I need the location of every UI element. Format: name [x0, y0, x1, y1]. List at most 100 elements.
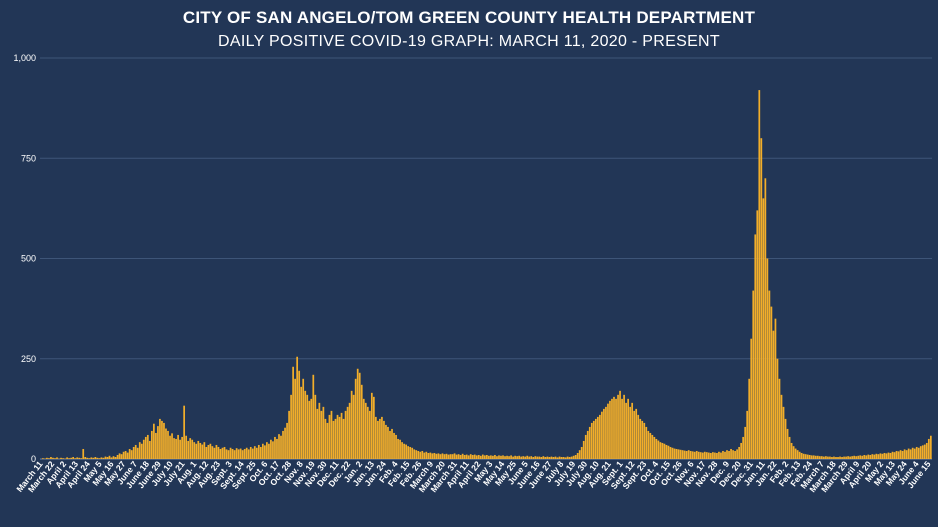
bar	[189, 438, 192, 459]
bar	[163, 422, 165, 459]
bar	[754, 234, 757, 459]
bar	[657, 440, 660, 459]
bar	[477, 454, 480, 459]
bar	[520, 456, 523, 459]
bar	[463, 454, 466, 459]
bar	[566, 456, 569, 459]
bar	[155, 432, 157, 459]
bar	[82, 448, 85, 459]
bar	[639, 418, 642, 459]
bar	[405, 444, 407, 459]
bar	[907, 448, 910, 459]
bar	[223, 446, 226, 459]
bar	[292, 366, 294, 459]
bar	[179, 439, 181, 459]
bar	[393, 432, 395, 459]
bar	[756, 210, 759, 459]
bar	[356, 368, 359, 459]
bar	[699, 452, 702, 459]
bar	[883, 452, 886, 459]
bar	[358, 372, 361, 459]
bar	[294, 378, 296, 459]
bar	[423, 452, 426, 459]
bar	[677, 449, 680, 459]
bar	[211, 446, 214, 459]
bar	[538, 456, 541, 459]
bar	[853, 455, 856, 459]
bar	[669, 446, 672, 459]
bar	[54, 458, 56, 459]
bar	[314, 394, 317, 459]
bar	[821, 456, 823, 459]
bar	[766, 258, 769, 459]
bar	[895, 450, 898, 459]
bar	[383, 420, 385, 459]
bar	[274, 436, 276, 459]
bar	[328, 414, 331, 459]
bar	[134, 444, 137, 459]
bar	[316, 408, 319, 460]
bar	[72, 457, 75, 459]
bar	[451, 454, 454, 459]
bar	[496, 456, 498, 459]
chart-title: CITY OF SAN ANGELO/TOM GREEN COUNTY HEAL…	[182, 8, 756, 27]
bar	[518, 455, 521, 459]
bar	[750, 338, 753, 459]
bar	[714, 452, 716, 459]
bar	[590, 422, 593, 459]
bar	[703, 451, 706, 459]
bar	[419, 451, 422, 459]
bar	[362, 398, 365, 459]
bar	[651, 434, 654, 459]
bar	[780, 394, 783, 459]
bar	[825, 456, 827, 459]
bar	[492, 455, 494, 459]
bar	[576, 452, 579, 459]
bar	[806, 454, 809, 459]
bar	[829, 456, 831, 459]
bar	[823, 456, 825, 459]
bar	[96, 457, 99, 459]
bar	[812, 455, 815, 459]
bar	[788, 436, 791, 459]
bar	[336, 414, 339, 459]
bar	[90, 457, 93, 459]
bar	[60, 457, 62, 459]
bar	[724, 451, 726, 459]
bar	[564, 457, 567, 459]
bar	[843, 456, 845, 459]
bar	[649, 432, 652, 459]
bar	[142, 439, 145, 459]
bar	[641, 420, 644, 459]
bar	[157, 426, 159, 459]
bar	[320, 410, 323, 459]
bar	[257, 444, 260, 459]
bar	[629, 406, 632, 459]
bar	[231, 448, 234, 459]
bar	[344, 410, 347, 459]
bar	[653, 436, 656, 459]
bar	[227, 450, 230, 459]
bar	[461, 453, 464, 459]
bar	[570, 456, 573, 459]
bar	[449, 454, 452, 459]
bar	[770, 306, 773, 459]
bar	[425, 451, 428, 459]
bar	[839, 456, 841, 459]
bar	[322, 406, 325, 459]
bar	[764, 178, 767, 460]
y-tick-label: 0	[31, 454, 36, 464]
bar	[786, 428, 789, 459]
bar	[901, 450, 904, 459]
bar	[871, 454, 874, 459]
bar	[272, 441, 274, 459]
bar	[893, 452, 896, 459]
bar	[108, 455, 111, 459]
bar	[326, 422, 329, 459]
bar	[847, 456, 849, 459]
bar	[516, 456, 518, 459]
bar	[863, 454, 866, 459]
bar	[572, 455, 575, 459]
bar	[52, 457, 54, 459]
